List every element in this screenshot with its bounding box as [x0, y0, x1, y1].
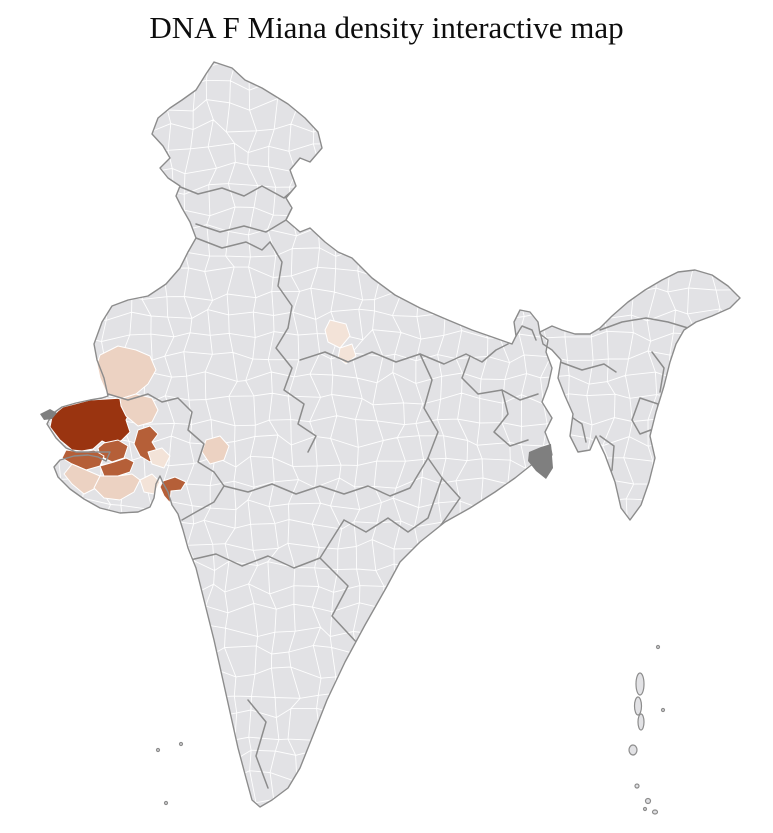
district-south-gujarat-coastal-medium[interactable] [159, 476, 187, 504]
country-outline-stroke [46, 61, 553, 808]
mainland-shape[interactable] [47, 62, 552, 807]
island-shape[interactable] [637, 713, 645, 731]
island-shape[interactable] [635, 672, 645, 696]
marsh-patch [528, 444, 553, 479]
island-shape[interactable] [628, 744, 638, 756]
state-borders [107, 171, 689, 789]
country-outline [46, 61, 741, 808]
district-ahmedabad-belt-very_low[interactable] [147, 447, 171, 469]
marsh-patch [40, 409, 57, 420]
country-landmass[interactable] [47, 62, 740, 807]
district-south-saurashtra-low[interactable] [93, 473, 141, 501]
page-title: DNA F Miana density interactive map [149, 10, 624, 45]
state-border-line [559, 361, 617, 373]
island-shape[interactable] [178, 741, 184, 747]
state-border-line [493, 389, 529, 447]
northeast-region-shape[interactable] [540, 270, 740, 520]
island-shape[interactable] [655, 644, 661, 650]
island-shape[interactable] [163, 800, 169, 806]
district-north-saurashtra-medium[interactable] [97, 439, 129, 463]
island-shape[interactable] [633, 696, 643, 716]
island-groups[interactable] [155, 644, 666, 815]
state-border-line [247, 699, 269, 789]
state-border-line [275, 327, 317, 453]
country-outline-stroke [539, 269, 741, 521]
district-north-gujarat-1-low[interactable] [96, 345, 157, 400]
marsh-delta-patches [40, 409, 553, 479]
island-shape[interactable] [155, 747, 161, 753]
state-border-line [107, 393, 225, 487]
island-shape[interactable] [642, 806, 648, 812]
island-shape[interactable] [660, 707, 666, 713]
state-border-line [223, 457, 429, 497]
island-shape[interactable] [651, 809, 659, 815]
state-border-line [461, 355, 539, 401]
state-border-line [569, 415, 587, 443]
state-border-line [343, 477, 443, 533]
state-border-line [631, 397, 659, 435]
island-shape[interactable] [644, 797, 652, 805]
state-border-line [269, 241, 293, 329]
state-border-line [419, 353, 443, 479]
state-border-line [651, 351, 665, 393]
state-border-line [181, 485, 225, 521]
state-border-line [599, 317, 689, 331]
state-border-line [515, 325, 537, 341]
district-southwest-saurashtra-low[interactable] [63, 463, 101, 495]
island-shape[interactable] [634, 783, 640, 789]
state-border-line [195, 237, 271, 251]
